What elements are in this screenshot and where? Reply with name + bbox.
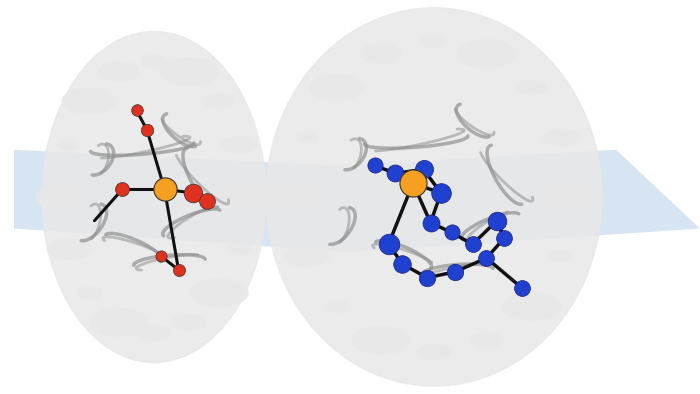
Ellipse shape [470, 333, 503, 348]
Ellipse shape [503, 293, 561, 320]
Polygon shape [14, 150, 700, 252]
Point [397, 261, 408, 267]
Ellipse shape [160, 58, 218, 85]
Point [369, 162, 380, 169]
Ellipse shape [325, 301, 349, 312]
Ellipse shape [309, 75, 363, 100]
Ellipse shape [543, 129, 579, 146]
Ellipse shape [42, 32, 266, 362]
Ellipse shape [550, 251, 573, 262]
Ellipse shape [296, 133, 318, 143]
Point [425, 219, 436, 226]
Ellipse shape [217, 184, 274, 210]
Point [155, 253, 167, 259]
Point [390, 170, 401, 177]
Ellipse shape [62, 88, 116, 114]
Point [449, 269, 461, 275]
Ellipse shape [418, 344, 450, 360]
Point [446, 229, 457, 236]
Ellipse shape [90, 309, 148, 336]
Ellipse shape [285, 246, 329, 267]
Ellipse shape [270, 185, 322, 209]
Ellipse shape [352, 327, 410, 354]
Point [131, 107, 142, 113]
Ellipse shape [47, 239, 91, 259]
Point [141, 127, 153, 133]
Point [467, 241, 478, 247]
Ellipse shape [173, 315, 206, 330]
Point [173, 267, 184, 273]
Point [201, 198, 212, 204]
Point [117, 186, 128, 192]
Point [159, 186, 170, 192]
Ellipse shape [36, 185, 88, 209]
Point [407, 180, 419, 186]
Point [516, 284, 527, 291]
Ellipse shape [266, 8, 602, 386]
Point [421, 275, 433, 281]
Point [491, 217, 503, 224]
Ellipse shape [517, 80, 547, 94]
Ellipse shape [543, 184, 601, 210]
Ellipse shape [227, 243, 251, 255]
Point [481, 255, 492, 261]
Point [435, 190, 447, 196]
Ellipse shape [99, 62, 139, 81]
Ellipse shape [221, 137, 257, 153]
Point [383, 241, 394, 247]
Ellipse shape [421, 36, 447, 48]
Point [187, 190, 198, 196]
Ellipse shape [58, 140, 80, 150]
Point [498, 235, 510, 242]
Ellipse shape [77, 287, 101, 299]
Ellipse shape [138, 325, 170, 340]
Point [418, 166, 429, 173]
Ellipse shape [360, 44, 402, 63]
Ellipse shape [141, 55, 167, 67]
Ellipse shape [190, 279, 248, 307]
Ellipse shape [204, 94, 234, 108]
Ellipse shape [457, 40, 516, 67]
